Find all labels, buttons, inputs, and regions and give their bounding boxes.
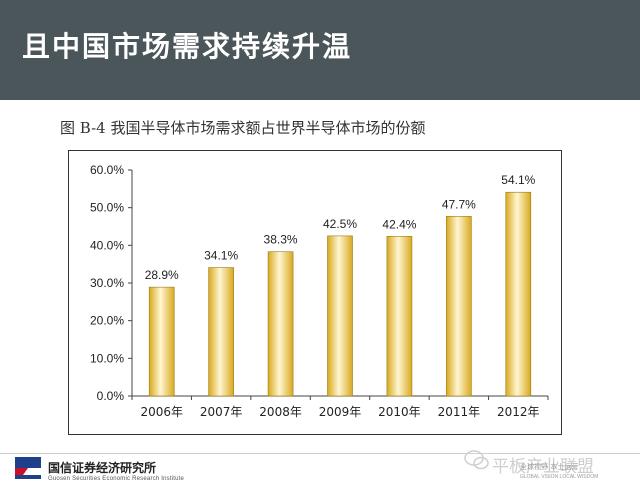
wechat-icon — [464, 450, 489, 470]
bar — [148, 286, 175, 397]
bar-value-label: 54.1% — [501, 173, 535, 187]
chart-frame — [68, 150, 562, 435]
x-tick-label: 2011年 — [438, 405, 481, 419]
y-tick-label: 20.0% — [90, 314, 124, 328]
bar — [505, 191, 532, 397]
y-tick-label: 10.0% — [90, 351, 124, 365]
x-tick-label: 2012年 — [497, 405, 540, 419]
bar-value-label: 42.5% — [323, 217, 357, 231]
x-tick-label: 2010年 — [378, 405, 421, 419]
guosen-logo-icon — [15, 457, 41, 479]
bar-value-label: 28.9% — [145, 268, 179, 282]
y-tick-label: 0.0% — [97, 389, 125, 403]
bar — [267, 251, 294, 397]
bar — [446, 216, 472, 397]
y-tick-label: 60.0% — [90, 163, 124, 177]
y-tick-label: 30.0% — [90, 276, 124, 290]
bar-chart: 0.0% 10.0% 20.0% 30.0% 40.0% 50.0% 60.0% 28.9% 2… — [68, 150, 562, 435]
x-tick-label: 2008年 — [259, 405, 302, 419]
org-subtitle: Guosen Securities Economic Research Inst… — [48, 476, 185, 482]
watermark-text: 平板产业联盟 — [492, 457, 594, 477]
x-tick-label: 2006年 — [140, 405, 183, 419]
bar — [327, 235, 353, 397]
bar — [208, 267, 234, 397]
x-tick-label: 2009年 — [319, 405, 362, 419]
watermark-subtitle-en: GLOBAL VISION LOCAL WISDOM — [520, 474, 599, 480]
y-tick-label: 40.0% — [90, 238, 124, 252]
footer-divider — [0, 453, 640, 454]
slide-title: 且中国市场需求持续升温 — [22, 30, 353, 63]
bar-value-label: 38.3% — [264, 233, 298, 247]
x-tick-label: 2007年 — [200, 405, 243, 419]
figure-caption: 图 B-4 我国半导体市场需求额占世界半导体市场的份额 — [60, 119, 426, 137]
title-bar: 且中国市场需求持续升温 — [0, 0, 640, 100]
bar-value-label: 47.7% — [442, 197, 476, 211]
y-tick-label: 50.0% — [90, 201, 124, 215]
bar — [386, 235, 413, 397]
bar-value-label: 42.4% — [382, 217, 416, 231]
bar-value-label: 34.1% — [204, 249, 238, 263]
watermark-subtitle: 全球视野 本土运营 — [520, 463, 579, 471]
org-name: 国信证券经济研究所 — [48, 461, 157, 475]
